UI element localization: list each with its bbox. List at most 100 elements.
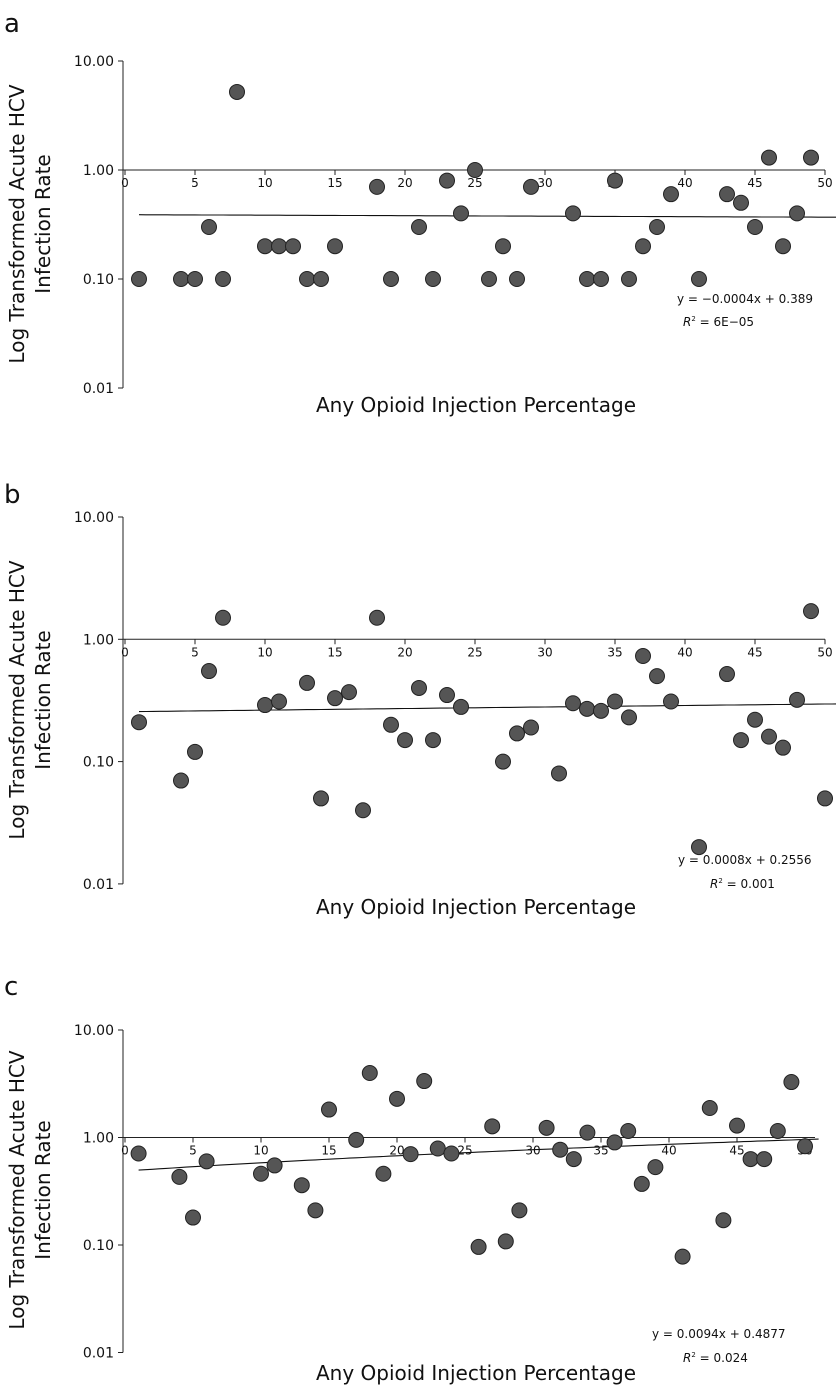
panel-c: c Any Opioid Injection Percentage Log Tr… [4, 972, 819, 1385]
data-point [439, 687, 455, 704]
x-tick-label: 0 [121, 176, 129, 190]
data-point [425, 271, 441, 287]
y-tick-label: 0.10 [83, 755, 114, 771]
data-point [607, 693, 623, 710]
data-point [579, 271, 595, 287]
data-point [761, 149, 777, 166]
x-tick-label: 25 [467, 176, 482, 190]
trendline [138, 1138, 819, 1171]
y-axis-title-line2: Infection Rate [31, 1120, 55, 1259]
data-point [185, 1209, 201, 1226]
data-point [383, 271, 399, 287]
x-tick-label: 30 [537, 176, 552, 190]
x-tick-label: 10 [257, 645, 272, 659]
data-point [327, 690, 343, 707]
data-point [131, 271, 147, 287]
y-axis-title-line2: Infection Rate [31, 630, 55, 769]
data-point [495, 753, 511, 770]
data-point [579, 700, 595, 717]
data-point [769, 1122, 786, 1139]
data-point [131, 714, 147, 731]
panel-label: c [4, 972, 18, 1002]
data-point [551, 765, 567, 782]
data-point [803, 603, 819, 620]
data-point [691, 271, 707, 287]
data-point [674, 1248, 691, 1265]
y-tick-label: 0.01 [83, 1346, 114, 1362]
data-point [523, 719, 539, 736]
y-axis-title-line1: Log Transformed Acute HCV [5, 84, 29, 363]
data-point [173, 772, 189, 789]
data-point [635, 648, 651, 665]
y-axis-title-line2: Infection Rate [31, 154, 55, 293]
y-axis-title-line1: Log Transformed Acute HCV [5, 1050, 29, 1329]
data-point [719, 186, 735, 203]
data-point [538, 1119, 555, 1136]
data-point [470, 1238, 487, 1255]
x-tick-label: 20 [389, 1144, 404, 1158]
data-point [775, 238, 791, 255]
y-tick-label: 0.10 [83, 1238, 114, 1254]
x-tick-label: 20 [397, 176, 412, 190]
data-point [635, 238, 651, 255]
data-point [729, 1117, 745, 1134]
data-point [647, 1159, 664, 1176]
data-point [361, 1065, 378, 1082]
y-tick-label: 10.00 [74, 54, 114, 70]
x-tick-label: 20 [397, 645, 412, 659]
y-tick-label: 1.00 [83, 163, 114, 179]
data-point [797, 1138, 813, 1155]
data-point [257, 238, 273, 255]
x-tick-label: 45 [747, 645, 762, 659]
data-point [701, 1100, 718, 1117]
data-point [565, 1151, 582, 1168]
data-point [266, 1157, 283, 1174]
data-point [606, 1134, 623, 1151]
x-tick-label: 15 [327, 176, 342, 190]
y-tick-label: 10.00 [74, 510, 114, 526]
data-point [348, 1131, 365, 1148]
r-squared: R2 = 0.001 [710, 877, 775, 891]
data-point [775, 739, 791, 756]
data-point [389, 1090, 405, 1107]
x-tick-label: 45 [729, 1144, 744, 1158]
data-point [299, 674, 315, 691]
data-point [495, 238, 511, 255]
data-point [663, 186, 679, 203]
data-point [285, 238, 301, 255]
data-point [355, 802, 371, 819]
data-point [621, 709, 637, 726]
data-point [593, 702, 609, 719]
x-tick-label: 10 [257, 176, 272, 190]
data-point [327, 238, 343, 255]
data-point [742, 1151, 759, 1168]
data-point [299, 271, 315, 287]
data-point [198, 1153, 215, 1170]
x-tick-label: 10 [253, 1144, 268, 1158]
data-point [484, 1118, 501, 1135]
data-point [817, 790, 833, 807]
panel-label: a [4, 9, 20, 39]
y-tick-label: 0.01 [83, 381, 114, 397]
data-point [565, 205, 581, 222]
data-point [171, 1168, 188, 1185]
data-point [402, 1146, 419, 1163]
data-point [756, 1151, 773, 1168]
data-point [691, 839, 707, 856]
data-point [411, 679, 427, 696]
data-point [429, 1140, 446, 1157]
data-point [621, 271, 637, 287]
data-point [173, 271, 189, 287]
data-point [130, 1145, 147, 1162]
x-tick-label: 35 [607, 645, 622, 659]
data-point [733, 194, 749, 211]
data-point [307, 1202, 324, 1219]
data-point [453, 205, 469, 222]
data-point [633, 1175, 650, 1192]
data-point [719, 666, 735, 683]
x-axis-title: Any Opioid Injection Percentage [316, 393, 636, 417]
data-point [313, 790, 329, 807]
x-tick-label: 30 [525, 1144, 540, 1158]
data-point [747, 711, 763, 728]
r-squared: R2 = 0.024 [683, 1351, 748, 1365]
